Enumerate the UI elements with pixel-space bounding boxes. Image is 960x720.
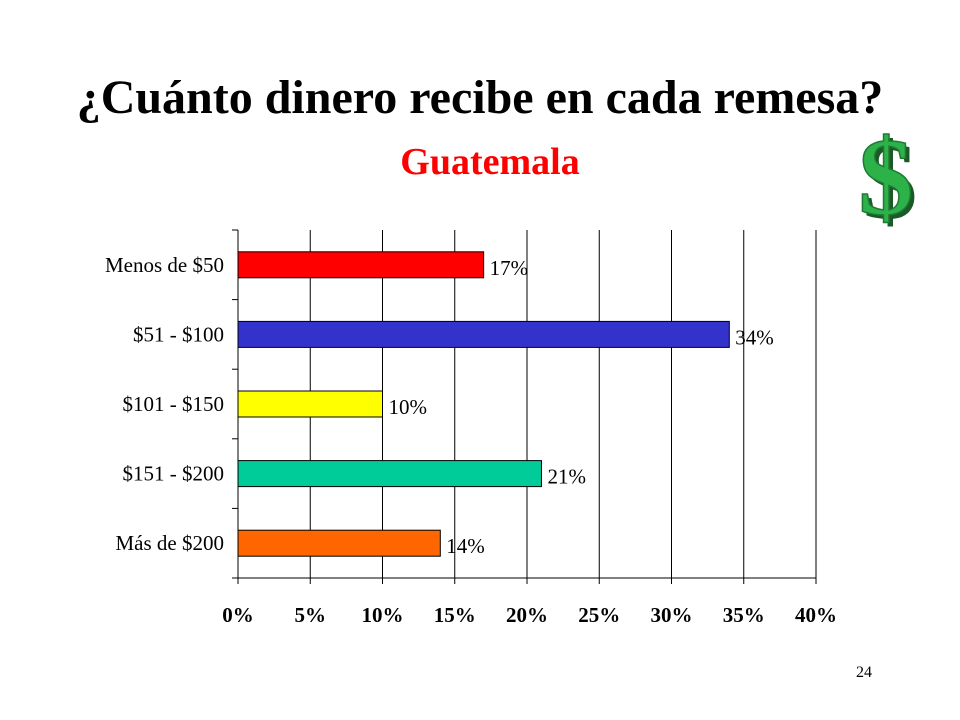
category-label: Menos de $50	[105, 253, 224, 277]
svg-text:$: $	[863, 128, 918, 240]
x-tick-label: 30%	[651, 603, 693, 627]
data-label: 17%	[490, 256, 529, 280]
bar	[237, 320, 730, 348]
category-label: $151 - $200	[123, 462, 225, 486]
bar	[237, 460, 542, 488]
category-label: $101 - $150	[123, 392, 225, 416]
x-tick-label: 25%	[578, 603, 620, 627]
page-number: 24	[856, 664, 872, 681]
x-tick-label: 40%	[795, 603, 837, 627]
category-label: Más de $200	[116, 531, 225, 555]
data-label: 14%	[446, 534, 485, 558]
data-label: 10%	[389, 395, 428, 419]
x-tick-label: 20%	[506, 603, 548, 627]
x-tick-label: 35%	[723, 603, 765, 627]
category-label: $51 - $100	[133, 322, 224, 346]
x-tick-label: 5%	[295, 603, 327, 627]
bar	[237, 529, 441, 557]
data-label: 34%	[735, 325, 774, 349]
svg-text:$: $	[859, 128, 914, 238]
slide-title: ¿Cuánto dinero recibe en cada remesa?	[76, 71, 884, 124]
bar	[237, 390, 383, 418]
slide-subtitle: Guatemala	[400, 141, 580, 183]
x-tick-label: 10%	[362, 603, 404, 627]
bar	[237, 251, 485, 279]
data-label: 21%	[547, 465, 586, 489]
x-tick-label: 0%	[222, 603, 254, 627]
x-tick-label: 15%	[434, 603, 476, 627]
dollar-sign-icon: $ $	[858, 128, 918, 240]
